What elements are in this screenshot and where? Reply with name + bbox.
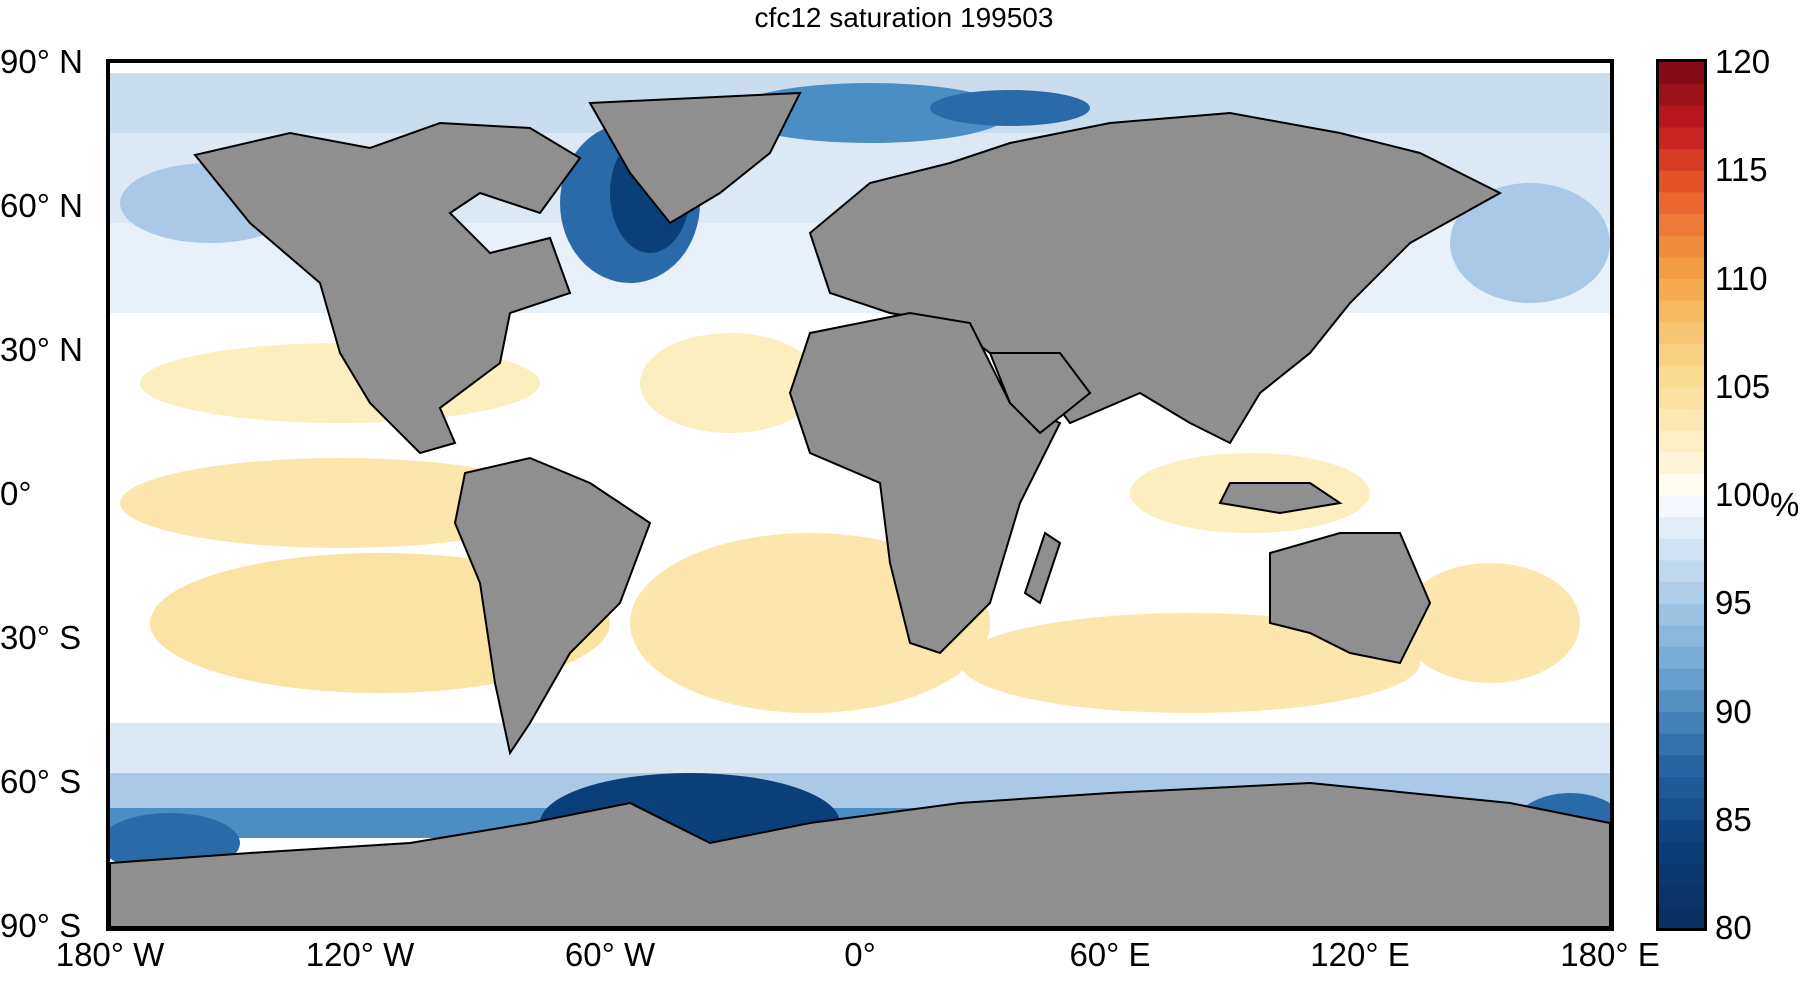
colorbar-tick-label: 90 [1715,692,1752,730]
colorbar-segment [1659,668,1704,691]
colorbar-tick-label: 85 [1715,800,1752,838]
map-plot-area [106,59,1614,931]
colorbar-segment [1659,473,1704,496]
colorbar-segment [1659,559,1704,583]
colorbar-unit-label: % [1770,486,1800,523]
colorbar-segment [1659,408,1704,431]
colorbar-segment [1659,321,1704,344]
colorbar-segment [1659,733,1704,756]
map-title: cfc12 saturation 199503 [754,2,1054,33]
colorbar-tick-label: 95 [1715,584,1752,622]
lon-label: 0° [844,936,876,973]
colorbar-segment [1659,235,1704,258]
colorbar-segment [1659,213,1704,236]
colorbar-segment [1659,624,1704,648]
colorbar-segment [1659,300,1704,323]
landmass-north-america [193,121,582,455]
colorbar-segment [1659,365,1704,388]
lon-label: 180° W [55,936,165,973]
colorbar-segment [1659,148,1704,171]
lon-label: 60° W [564,936,656,973]
landmass-antarctica [110,781,1610,927]
landmass-australia [1269,532,1432,665]
lon-label: 120° W [305,936,415,973]
lat-label: 30° N [0,331,83,368]
lat-label: 90° N [0,43,83,80]
colorbar-tick-label: 115 [1715,151,1768,189]
colorbar-segment [1659,538,1704,561]
colorbar-gradient [1659,62,1704,928]
colorbar-segment [1659,776,1704,799]
lat-label: 90° S [0,907,82,944]
colorbar-tick-label: 105 [1715,367,1771,405]
land [110,91,1610,927]
colorbar-segment [1659,603,1704,626]
colorbar-segment [1659,170,1704,193]
colorbar-segment [1659,430,1704,453]
colorbar-segment [1659,581,1704,604]
colorbar-segment [1659,884,1704,907]
colorbar-segment [1659,451,1704,474]
colorbar-segment [1659,906,1704,928]
colorbar-segment [1659,689,1704,712]
colorbar-segment [1659,191,1704,215]
lon-label: 60° E [1069,936,1151,973]
colorbar-segment [1659,516,1704,539]
colorbar-segment [1659,646,1704,669]
colorbar [1656,59,1707,931]
colorbar-tick-label: 120 [1715,43,1771,80]
colorbar-tick-label: 80 [1715,909,1752,946]
landmass-madagascar [1023,531,1062,605]
landmass-greenland [588,91,802,225]
lat-label: 60° S [0,763,82,800]
lat-label: 0° [0,475,32,512]
colorbar-segment [1659,126,1704,150]
saturation-map [110,63,1610,927]
colorbar-segment [1659,62,1704,85]
landmass-south-america [453,456,652,756]
colorbar-segment [1659,711,1704,734]
lon-label: 120° E [1310,936,1410,973]
colorbar-segment [1659,863,1704,886]
colorbar-segment [1659,819,1704,842]
lon-label: 180° E [1560,936,1660,973]
colorbar-segment [1659,798,1704,821]
colorbar-tick-label: 110 [1715,259,1768,297]
colorbar-segment [1659,256,1704,279]
colorbar-segment [1659,495,1704,518]
landmass-arabia [988,352,1092,435]
colorbar-segment [1659,343,1704,366]
colorbar-segment [1659,754,1704,777]
landmass-indonesia [1218,482,1343,515]
colorbar-segment [1659,386,1704,409]
lat-label: 30° S [0,619,82,656]
colorbar-segment [1659,105,1704,128]
lat-label: 60° N [0,187,83,224]
landmass-africa [788,311,1062,655]
colorbar-segment [1659,278,1704,301]
colorbar-segment [1659,841,1704,864]
colorbar-tick-label: 100 [1715,476,1771,513]
colorbar-segment [1659,83,1704,106]
